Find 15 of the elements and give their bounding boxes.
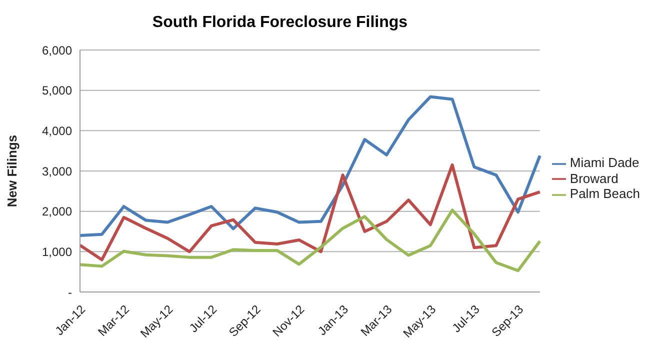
line-series (78, 163, 542, 262)
y-tick-label: 6,000 (42, 43, 72, 58)
chart-title: South Florida Foreclosure Filings (151, 14, 409, 32)
y-tick-label: 1,000 (42, 244, 72, 259)
y-tick-label: - (68, 285, 72, 300)
legend-label: Miami Dade (570, 155, 640, 170)
y-tick-label: 5,000 (42, 84, 72, 98)
y-tick-label: 4,000 (42, 124, 72, 138)
y-tick-label: 3,000 (42, 164, 72, 178)
legend-label: Broward (570, 170, 618, 186)
line-series (78, 95, 542, 238)
line-series (78, 208, 542, 272)
legend-label: Palm Beach (570, 186, 640, 202)
y-tick-label: 2,000 (42, 204, 72, 219)
y-axis-title: New Filings (4, 134, 20, 208)
